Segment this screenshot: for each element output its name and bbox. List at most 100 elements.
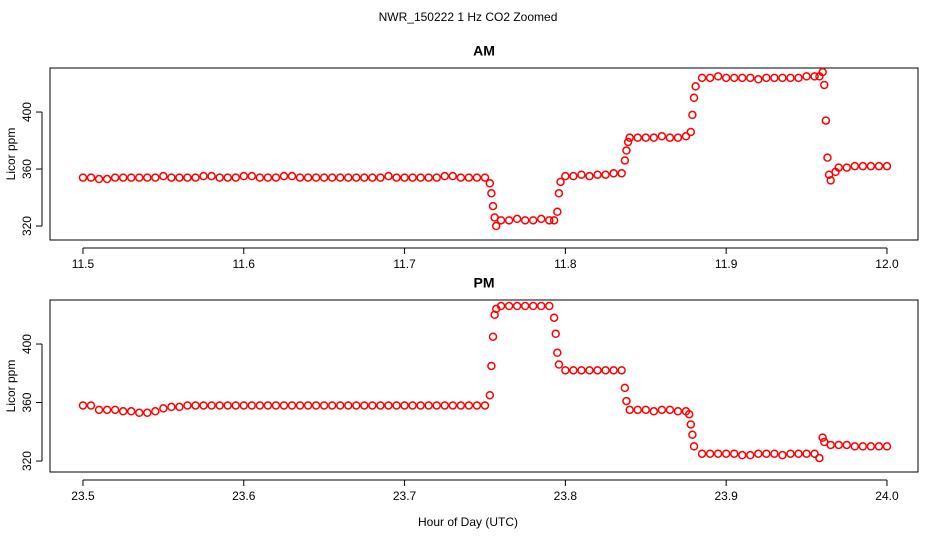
data-point bbox=[770, 73, 779, 83]
data-point bbox=[556, 177, 565, 187]
data-point bbox=[360, 401, 369, 410]
chart-title: NWR_150222 1 Hz CO2 Zoomed bbox=[379, 10, 558, 24]
data-point bbox=[754, 449, 763, 458]
data-point bbox=[207, 171, 216, 181]
data-point bbox=[649, 133, 659, 142]
data-point bbox=[810, 449, 819, 458]
data-point bbox=[858, 161, 868, 171]
data-point bbox=[110, 405, 120, 415]
x-tick-label: 23.5 bbox=[71, 489, 95, 503]
data-point bbox=[593, 170, 602, 179]
data-point bbox=[78, 173, 88, 182]
data-point bbox=[545, 301, 554, 311]
data-point bbox=[802, 449, 811, 458]
data-point bbox=[684, 409, 694, 419]
data-point bbox=[319, 401, 329, 410]
data-point bbox=[215, 401, 224, 410]
x-tick-label: 23.8 bbox=[554, 489, 578, 503]
data-point bbox=[480, 401, 490, 410]
data-point bbox=[697, 449, 707, 458]
x-tick-label: 11.9 bbox=[715, 257, 738, 271]
data-point bbox=[826, 176, 835, 185]
data-point bbox=[94, 405, 104, 415]
data-point bbox=[713, 449, 723, 458]
data-point bbox=[384, 171, 393, 181]
data-point bbox=[609, 366, 618, 375]
data-point bbox=[721, 73, 731, 83]
data-point bbox=[175, 402, 184, 412]
data-point bbox=[126, 173, 136, 182]
data-point bbox=[697, 73, 707, 83]
data-point bbox=[440, 171, 450, 181]
data-point bbox=[617, 366, 626, 375]
data-point bbox=[874, 442, 884, 451]
data-point bbox=[746, 450, 755, 460]
data-point bbox=[335, 401, 345, 410]
data-point bbox=[657, 132, 667, 141]
panel-title: AM bbox=[473, 43, 495, 59]
y-axis-label: Licor ppm bbox=[4, 128, 18, 181]
data-point bbox=[496, 216, 506, 225]
data-point bbox=[424, 401, 433, 410]
data-point bbox=[601, 366, 610, 375]
x-tick-label: 11.8 bbox=[554, 257, 577, 271]
data-point bbox=[167, 402, 176, 412]
data-point bbox=[118, 407, 128, 416]
data-point bbox=[143, 408, 152, 418]
data-point bbox=[818, 67, 827, 77]
data-point bbox=[263, 401, 273, 410]
data-point bbox=[271, 401, 281, 410]
data-point bbox=[520, 216, 530, 225]
data-point bbox=[408, 173, 417, 182]
data-point bbox=[553, 207, 562, 217]
data-point bbox=[504, 301, 514, 311]
data-point bbox=[295, 173, 305, 182]
data-point bbox=[794, 449, 803, 458]
data-point bbox=[239, 401, 249, 410]
data-point bbox=[488, 201, 498, 211]
data-point bbox=[593, 366, 602, 375]
data-point bbox=[551, 329, 560, 339]
data-point bbox=[207, 401, 216, 410]
data-point bbox=[778, 450, 787, 460]
data-point bbox=[480, 173, 490, 182]
data-point bbox=[882, 161, 892, 171]
data-point bbox=[183, 173, 192, 182]
data-point bbox=[416, 173, 425, 182]
data-point bbox=[126, 407, 136, 416]
y-tick-label: 360 bbox=[20, 159, 34, 179]
x-tick-label: 11.7 bbox=[393, 257, 416, 271]
data-point bbox=[223, 401, 232, 410]
data-point bbox=[231, 173, 240, 182]
data-point bbox=[762, 449, 771, 458]
data-point bbox=[686, 420, 696, 429]
data-point bbox=[134, 408, 144, 418]
data-point bbox=[183, 401, 192, 410]
data-point bbox=[504, 216, 514, 225]
data-point bbox=[247, 171, 257, 181]
data-point bbox=[496, 301, 506, 311]
data-point bbox=[713, 72, 723, 81]
data-point bbox=[633, 405, 642, 415]
data-point bbox=[78, 401, 88, 410]
data-point bbox=[159, 171, 168, 181]
data-point bbox=[874, 161, 884, 171]
data-point bbox=[295, 401, 305, 410]
data-point bbox=[823, 153, 832, 162]
data-point bbox=[802, 72, 811, 81]
data-point bbox=[810, 72, 819, 81]
data-point bbox=[729, 73, 739, 83]
plot-frame bbox=[49, 67, 919, 241]
data-point bbox=[834, 440, 843, 450]
data-point bbox=[688, 430, 697, 439]
data-point bbox=[691, 82, 700, 91]
data-point bbox=[464, 401, 474, 410]
y-tick-label: 360 bbox=[20, 392, 34, 412]
data-point bbox=[641, 133, 651, 142]
data-point bbox=[191, 173, 200, 182]
data-point bbox=[472, 173, 482, 182]
data-point bbox=[673, 133, 683, 142]
x-tick-label: 11.6 bbox=[233, 257, 256, 271]
data-point bbox=[485, 179, 495, 188]
data-point bbox=[866, 161, 876, 171]
